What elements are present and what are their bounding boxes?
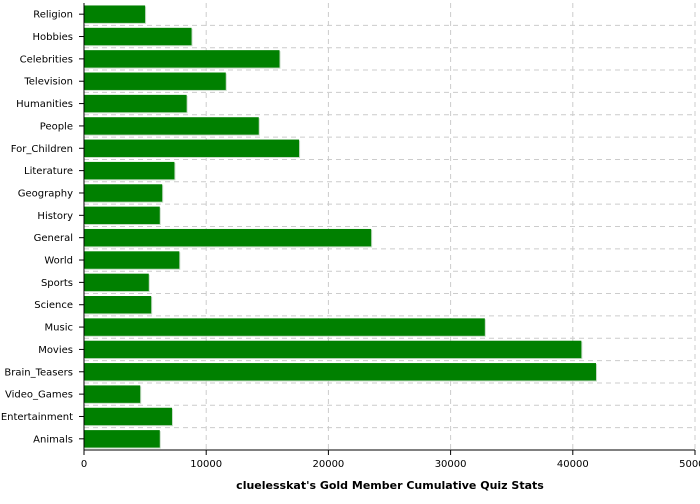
category-label: Celebrities: [20, 54, 73, 65]
category-label: People: [40, 121, 73, 132]
bar-people: [84, 117, 259, 135]
bar-sports: [84, 273, 149, 292]
bar-animals: [84, 430, 160, 448]
bar-general: [84, 228, 372, 247]
bar-brain-teasers: [84, 363, 597, 381]
grid-layer: [84, 3, 696, 450]
bar-geography: [84, 184, 163, 202]
category-label: Movies: [38, 345, 73, 356]
x-axis-title: cluelesskat's Gold Member Cumulative Qui…: [236, 479, 544, 492]
bar-music: [84, 318, 485, 336]
bar-for-children: [84, 139, 300, 157]
bar-humanities: [84, 94, 187, 113]
category-label: Video_Games: [5, 390, 73, 401]
x-tick-label: 10000: [190, 459, 222, 470]
bar-celebrities: [84, 50, 280, 68]
x-tick-label: 40000: [557, 459, 589, 470]
category-label: Humanities: [16, 99, 73, 110]
category-label: Geography: [18, 188, 73, 199]
category-label: Science: [34, 300, 73, 311]
category-label: World: [44, 256, 73, 267]
category-label: Music: [45, 323, 73, 334]
bar-religion: [84, 5, 146, 23]
bar-entertainment: [84, 407, 172, 426]
category-label: Sports: [41, 278, 73, 289]
x-tick-label: 0: [81, 459, 87, 470]
bar-history: [84, 206, 160, 225]
category-label: General: [34, 233, 73, 244]
category-label: Animals: [33, 434, 73, 445]
category-label: Television: [23, 77, 73, 88]
category-label: Hobbies: [33, 32, 73, 43]
axis-layer: [79, 3, 696, 455]
bar-movies: [84, 340, 582, 359]
x-tick-label: 50000: [679, 459, 700, 470]
bar-science: [84, 296, 152, 314]
category-label: Literature: [24, 166, 73, 177]
category-label: Religion: [33, 10, 73, 21]
x-tick-label: 30000: [435, 459, 467, 470]
bar-literature: [84, 161, 175, 180]
bar-video-games: [84, 385, 141, 403]
bar-layer: [84, 5, 598, 449]
category-label: For_Children: [11, 144, 73, 155]
category-label: Entertainment: [1, 412, 73, 423]
bar-hobbies: [84, 27, 192, 46]
x-tick-label: 20000: [312, 459, 344, 470]
bar-television: [84, 72, 226, 90]
bar-world: [84, 251, 180, 269]
category-label: History: [37, 211, 73, 222]
category-label: Brain_Teasers: [4, 367, 73, 378]
label-layer: Religion Hobbies Celebrities Television Huma…: [1, 10, 700, 470]
